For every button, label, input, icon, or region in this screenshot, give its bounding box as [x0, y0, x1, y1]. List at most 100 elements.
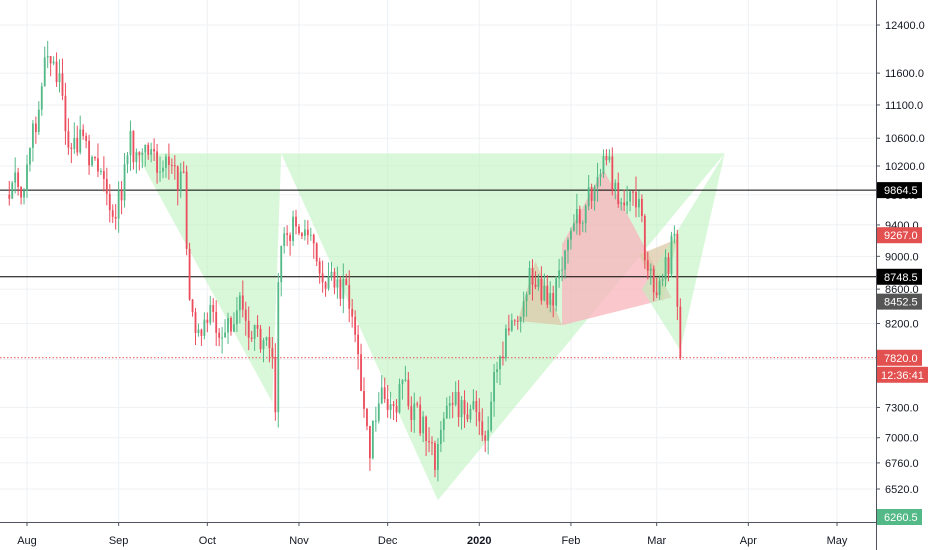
candle — [599, 168, 602, 187]
candle — [11, 181, 14, 199]
candle-body — [312, 234, 315, 244]
candle-body — [67, 131, 70, 148]
candle-body — [179, 171, 182, 191]
candle-body — [221, 337, 224, 339]
candle-body — [241, 295, 244, 310]
candle — [652, 265, 655, 302]
candle-body — [298, 226, 300, 234]
candle — [79, 115, 82, 155]
candle-body — [64, 95, 67, 132]
candle-body — [602, 155, 605, 174]
candle-body — [345, 279, 348, 286]
candle-body — [49, 56, 52, 64]
candle — [85, 132, 88, 149]
candle — [43, 46, 46, 87]
candle-body — [502, 356, 504, 359]
candle-body — [79, 129, 82, 153]
candle — [129, 120, 132, 171]
candle-body — [132, 130, 135, 163]
candle — [395, 399, 398, 423]
candle — [643, 214, 646, 269]
candle — [321, 260, 324, 293]
candle-body — [451, 403, 454, 405]
candle-body — [318, 261, 321, 274]
candle-body — [549, 293, 552, 305]
candle-body — [522, 301, 525, 317]
candle — [132, 130, 135, 170]
candle — [241, 280, 244, 318]
candle — [233, 312, 235, 333]
candle — [401, 379, 404, 400]
candle — [194, 308, 197, 346]
candle — [46, 40, 49, 69]
candle — [37, 101, 40, 135]
candle — [153, 138, 156, 161]
candle-body — [20, 186, 23, 198]
candle-body — [593, 186, 596, 201]
candle — [658, 275, 661, 300]
candle-body — [389, 404, 392, 410]
candle-body — [167, 156, 170, 165]
candle — [398, 378, 401, 414]
candle — [324, 281, 327, 297]
y-tick-label-11600-0: 11600.0 — [885, 68, 924, 80]
candle-body — [156, 151, 158, 173]
candle-body — [327, 276, 330, 289]
candle — [58, 59, 61, 93]
candle-body — [596, 176, 599, 187]
candle — [472, 389, 475, 411]
candle — [655, 277, 658, 299]
candle-body — [640, 198, 643, 217]
candle — [481, 408, 484, 442]
candle-body — [460, 400, 463, 418]
candle — [286, 225, 289, 247]
candle — [301, 231, 303, 240]
candle-body — [14, 172, 17, 183]
candle-body — [472, 401, 475, 409]
candle-body — [652, 268, 655, 293]
candle-body — [572, 223, 575, 231]
candle — [593, 184, 596, 211]
candle — [369, 425, 371, 471]
candle — [620, 197, 623, 211]
candle — [167, 143, 170, 180]
candle — [227, 312, 229, 344]
candle — [534, 271, 537, 290]
y-tick-label-10600-0: 10600.0 — [885, 133, 925, 145]
candle-body — [380, 387, 383, 404]
candle-body — [215, 311, 218, 333]
pattern-tan-4 — [517, 261, 563, 326]
countdown-label: 12:36:41 — [877, 366, 928, 383]
candle-body — [17, 172, 20, 187]
candle — [513, 319, 516, 326]
candle-body — [141, 152, 144, 155]
price-label-text: 9267.0 — [884, 230, 918, 242]
candle — [587, 175, 590, 211]
candle-body — [55, 61, 58, 83]
candle — [165, 153, 167, 178]
candle-body — [105, 178, 108, 194]
candle-body — [283, 233, 286, 246]
candle-body — [73, 137, 76, 149]
candle-body — [197, 329, 200, 333]
candle — [661, 273, 664, 287]
candle — [635, 176, 637, 218]
candle-body — [369, 426, 371, 459]
candle-body — [321, 273, 324, 283]
x-axis-ticks: Aug Sep Oct Nov Dec 2020 Feb Mar Apr May — [17, 522, 848, 547]
price-label-box — [877, 268, 922, 285]
x-tick-label-oct: Oct — [199, 535, 216, 547]
price-label-6260-5: 6260.5 — [877, 509, 922, 525]
y-tick-label-12400-0: 12400.0 — [885, 20, 925, 32]
candle — [413, 392, 416, 433]
candle-body — [407, 379, 410, 407]
candle — [490, 392, 493, 433]
candle-body — [386, 398, 389, 410]
candle — [679, 298, 682, 360]
candle-body — [170, 164, 173, 166]
candle — [191, 298, 194, 317]
candle-body — [507, 328, 510, 331]
candle-body — [256, 324, 259, 329]
candle-body — [324, 282, 327, 289]
candle-body — [274, 357, 277, 413]
